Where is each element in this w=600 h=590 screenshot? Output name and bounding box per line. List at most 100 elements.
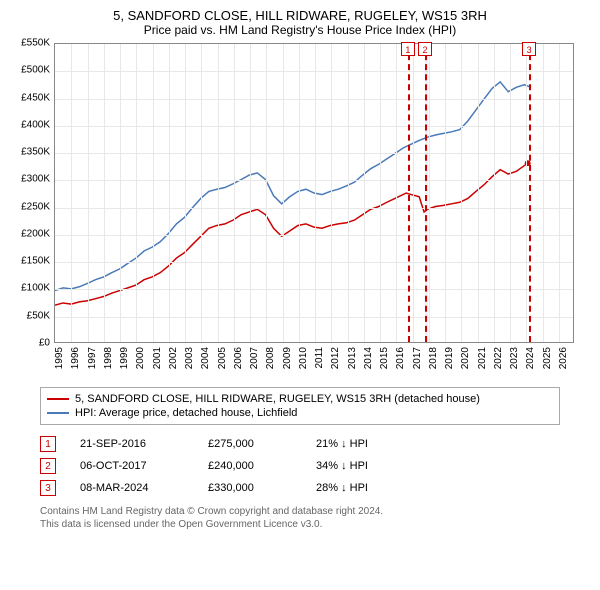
legend-label: HPI: Average price, detached house, Lich… xyxy=(75,407,297,419)
gridline-vertical xyxy=(396,44,397,342)
gridline-vertical xyxy=(348,44,349,342)
x-tick-label: 2003 xyxy=(184,347,195,369)
y-tick-label: £300K xyxy=(21,174,50,185)
marker-line xyxy=(529,44,531,342)
x-tick-label: 2010 xyxy=(298,347,309,369)
y-tick-label: £400K xyxy=(21,119,50,130)
x-tick-label: 2022 xyxy=(493,347,504,369)
gridline-vertical xyxy=(315,44,316,342)
x-tick-label: 2011 xyxy=(314,347,325,369)
x-tick-label: 2023 xyxy=(509,347,520,369)
gridline-horizontal xyxy=(55,99,573,100)
chart-subtitle: Price paid vs. HM Land Registry's House … xyxy=(10,23,590,37)
gridline-vertical xyxy=(283,44,284,342)
gridline-vertical xyxy=(234,44,235,342)
gridline-horizontal xyxy=(55,126,573,127)
gridline-vertical xyxy=(88,44,89,342)
marker-number-box: 2 xyxy=(418,42,432,56)
gridline-vertical xyxy=(250,44,251,342)
legend-box: 5, SANDFORD CLOSE, HILL RIDWARE, RUGELEY… xyxy=(40,387,560,425)
x-tick-label: 2020 xyxy=(460,347,471,369)
legend-swatch xyxy=(47,412,69,414)
x-tick-label: 2024 xyxy=(525,347,536,369)
y-tick-label: £500K xyxy=(21,65,50,76)
x-axis: 1995199619971998199920002001200220032004… xyxy=(54,343,574,383)
y-tick-label: £350K xyxy=(21,147,50,158)
transaction-price: £275,000 xyxy=(208,438,308,450)
x-tick-label: 1997 xyxy=(87,347,98,369)
gridline-vertical xyxy=(526,44,527,342)
gridline-vertical xyxy=(218,44,219,342)
footnote-copyright: Contains HM Land Registry data © Crown c… xyxy=(40,505,590,518)
gridline-vertical xyxy=(299,44,300,342)
x-tick-label: 2007 xyxy=(249,347,260,369)
x-tick-label: 2006 xyxy=(233,347,244,369)
gridline-vertical xyxy=(429,44,430,342)
legend-item: HPI: Average price, detached house, Lich… xyxy=(47,406,553,420)
x-tick-label: 2004 xyxy=(200,347,211,369)
x-tick-label: 2002 xyxy=(168,347,179,369)
y-tick-label: £450K xyxy=(21,92,50,103)
x-tick-label: 2016 xyxy=(395,347,406,369)
x-tick-label: 2018 xyxy=(428,347,439,369)
legend-label: 5, SANDFORD CLOSE, HILL RIDWARE, RUGELEY… xyxy=(75,393,480,405)
y-tick-label: £550K xyxy=(21,38,50,49)
gridline-vertical xyxy=(543,44,544,342)
x-tick-label: 1998 xyxy=(103,347,114,369)
x-tick-label: 2017 xyxy=(412,347,423,369)
x-tick-label: 2025 xyxy=(542,347,553,369)
gridline-vertical xyxy=(478,44,479,342)
x-tick-label: 2015 xyxy=(379,347,390,369)
gridline-vertical xyxy=(266,44,267,342)
x-tick-label: 2008 xyxy=(265,347,276,369)
transaction-delta: 21% ↓ HPI xyxy=(316,438,416,450)
marker-number-box: 1 xyxy=(401,42,415,56)
x-tick-label: 2014 xyxy=(363,347,374,369)
chart-lines xyxy=(55,44,573,342)
x-tick-label: 2005 xyxy=(217,347,228,369)
transaction-row: 308-MAR-2024£330,00028% ↓ HPI xyxy=(40,477,560,499)
x-tick-label: 2026 xyxy=(558,347,569,369)
transaction-number-box: 1 xyxy=(40,436,56,452)
chart-area: £0£50K£100K£150K£200K£250K£300K£350K£400… xyxy=(10,43,590,383)
marker-line xyxy=(425,44,427,342)
gridline-horizontal xyxy=(55,71,573,72)
y-tick-label: £200K xyxy=(21,228,50,239)
gridline-horizontal xyxy=(55,153,573,154)
series-line-hpi xyxy=(55,82,531,291)
gridline-vertical xyxy=(185,44,186,342)
x-tick-label: 2009 xyxy=(282,347,293,369)
plot-area: 12 3 xyxy=(54,43,574,343)
y-axis: £0£50K£100K£150K£200K£250K£300K£350K£400… xyxy=(10,43,54,343)
transaction-price: £240,000 xyxy=(208,460,308,472)
transaction-date: 08-MAR-2024 xyxy=(80,482,200,494)
transaction-delta: 34% ↓ HPI xyxy=(316,460,416,472)
gridline-vertical xyxy=(104,44,105,342)
gridline-vertical xyxy=(559,44,560,342)
transaction-row: 1 21-SEP-2016 £275,000 21% ↓ HPI xyxy=(40,433,560,455)
gridline-vertical xyxy=(153,44,154,342)
gridline-vertical xyxy=(380,44,381,342)
chart-title: 5, SANDFORD CLOSE, HILL RIDWARE, RUGELEY… xyxy=(10,8,590,23)
footnote-licence: This data is licensed under the Open Gov… xyxy=(40,518,590,531)
transaction-date: 21-SEP-2016 xyxy=(80,438,200,450)
transactions-table: 121-SEP-2016£275,00021% ↓ HPI206-OCT-201… xyxy=(40,433,560,499)
marker-number-box: 3 xyxy=(522,42,536,56)
gridline-horizontal xyxy=(55,289,573,290)
chart-container: 5, SANDFORD CLOSE, HILL RIDWARE, RUGELEY… xyxy=(0,0,600,539)
transaction-price: £330,000 xyxy=(208,482,308,494)
gridline-vertical xyxy=(169,44,170,342)
x-tick-label: 2012 xyxy=(330,347,341,369)
x-tick-label: 2000 xyxy=(135,347,146,369)
y-tick-label: £100K xyxy=(21,283,50,294)
gridline-vertical xyxy=(494,44,495,342)
y-tick-label: £0 xyxy=(39,338,50,349)
marker-line xyxy=(408,44,410,342)
y-tick-label: £50K xyxy=(27,310,50,321)
legend-swatch xyxy=(47,398,69,400)
gridline-vertical xyxy=(445,44,446,342)
gridline-horizontal xyxy=(55,235,573,236)
transaction-delta: 28% ↓ HPI xyxy=(316,482,416,494)
y-tick-label: £150K xyxy=(21,256,50,267)
gridline-horizontal xyxy=(55,180,573,181)
